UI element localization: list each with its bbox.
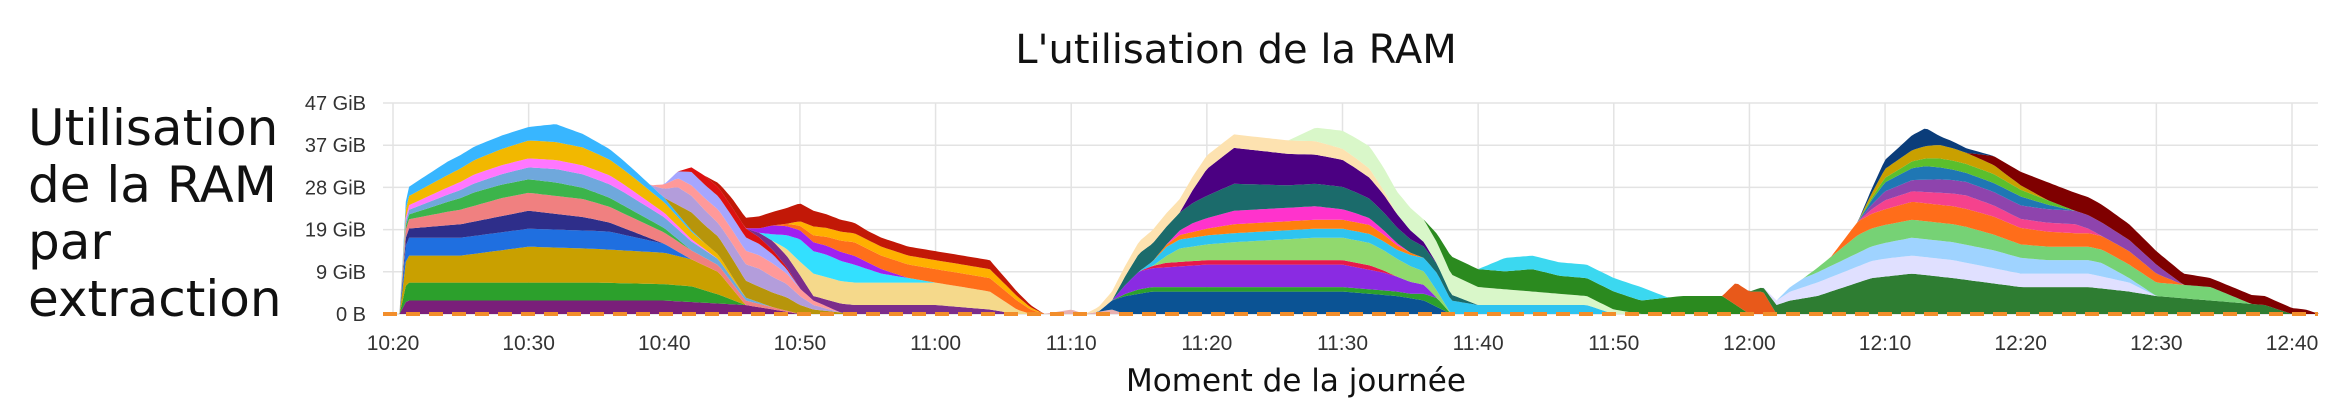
x-axis-label: Moment de la journée — [1126, 363, 1466, 399]
area-series-4 — [393, 228, 2320, 314]
side-label-line-3: par — [28, 213, 111, 271]
x-tick-label: 11:40 — [1453, 332, 1504, 355]
y-tick-label: 19 GiB — [305, 220, 366, 242]
area-series-23 — [393, 124, 2320, 314]
side-label-line-1: Utilisation — [28, 99, 279, 157]
area-series-5 — [393, 210, 2320, 314]
chart-title: L'utilisation de la RAM — [1015, 27, 1456, 73]
x-tick-label: 10:20 — [367, 332, 420, 355]
panel-side-label: Utilisation de la RAM par extraction — [28, 99, 282, 328]
x-tick-label: 12:00 — [1723, 332, 1776, 355]
x-tick-label: 11:50 — [1588, 332, 1639, 355]
area-series-32 — [393, 124, 2320, 314]
x-tick-label: 11:20 — [1181, 332, 1232, 355]
area-series-2 — [393, 282, 2320, 314]
stacked-areas — [393, 124, 2320, 314]
area-series-3 — [393, 246, 2320, 314]
area-series-6 — [393, 192, 2320, 314]
x-tick-label: 12:30 — [2130, 332, 2183, 355]
area-series-8 — [393, 167, 2320, 314]
area-series-27 — [393, 124, 2320, 314]
x-tick-label: 10:40 — [638, 332, 691, 355]
y-tick-label: 37 GiB — [305, 135, 366, 157]
x-tick-label: 12:40 — [2266, 332, 2319, 355]
side-label-line-4: extraction — [28, 270, 282, 328]
area-series-42 — [393, 124, 2320, 314]
area-series-35 — [393, 124, 2320, 314]
area-series-1 — [393, 300, 2320, 314]
area-series-7 — [393, 179, 2320, 314]
area-series-9 — [393, 158, 2320, 314]
x-tick-label: 11:10 — [1046, 332, 1097, 355]
side-label-line-2: de la RAM — [28, 156, 277, 214]
area-series-44 — [393, 124, 2320, 314]
area-series-40 — [393, 124, 2320, 314]
x-tick-label: 12:10 — [1859, 332, 1912, 355]
area-series-20 — [393, 124, 2320, 314]
y-tick-label: 0 B — [336, 304, 366, 326]
x-tick-label: 10:50 — [774, 332, 827, 355]
x-tick-label: 10:30 — [502, 332, 555, 355]
x-axis-ticks: 10:20 10:30 10:40 10:50 11:00 11:10 11:20 11:30… — [367, 332, 2319, 355]
area-series-10 — [393, 140, 2320, 314]
y-tick-label: 9 GiB — [316, 262, 366, 284]
y-tick-label: 47 GiB — [305, 93, 366, 115]
x-tick-label: 12:20 — [1994, 332, 2047, 355]
y-tick-label: 28 GiB — [305, 177, 366, 199]
y-axis-ticks: 0 B 9 GiB 19 GiB 28 GiB 37 GiB 47 GiB — [305, 93, 366, 326]
x-tick-label: 11:30 — [1317, 332, 1368, 355]
area-series-11 — [393, 124, 2320, 314]
x-tick-label: 11:00 — [910, 332, 961, 355]
